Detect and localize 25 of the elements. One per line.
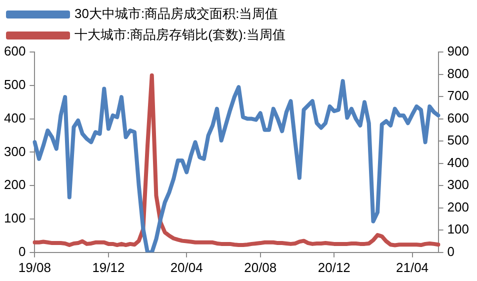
y-tick-label: 100 xyxy=(4,210,26,226)
y2-tick-label: 800 xyxy=(447,66,470,81)
y2-tick-label: 100 xyxy=(447,222,470,237)
y2-tick-label: 700 xyxy=(447,88,470,104)
x-tick-label: 19/08 xyxy=(18,260,51,275)
y2-tick-label: 0 xyxy=(447,244,455,259)
y-tick-label: 300 xyxy=(4,144,26,159)
x-tick-label: 19/12 xyxy=(92,260,125,275)
y2-tick-label: 500 xyxy=(447,132,470,148)
x-tick-label: 20/04 xyxy=(170,260,203,275)
x-tick-label: 21/04 xyxy=(396,260,429,275)
y-tick-label: 400 xyxy=(4,110,26,126)
legend-label: 30大中城市:商品房成交面积:当周值 xyxy=(74,6,278,22)
y2-tick-label: 600 xyxy=(447,110,470,126)
y-tick-label: 600 xyxy=(4,44,26,59)
y-tick-label: 200 xyxy=(4,177,26,192)
y-tick-label: 500 xyxy=(4,76,26,92)
x-tick-label: 20/08 xyxy=(244,260,277,275)
y2-tick-label: 200 xyxy=(447,199,470,214)
y2-tick-label: 900 xyxy=(447,44,470,59)
x-tick-label: 20/12 xyxy=(318,260,350,275)
y2-tick-label: 400 xyxy=(447,154,470,170)
y2-tick-label: 300 xyxy=(447,177,470,192)
y-tick-label: 0 xyxy=(18,244,26,259)
legend-label: 十大城市:商品房存销比(套数):当周值 xyxy=(74,27,286,42)
